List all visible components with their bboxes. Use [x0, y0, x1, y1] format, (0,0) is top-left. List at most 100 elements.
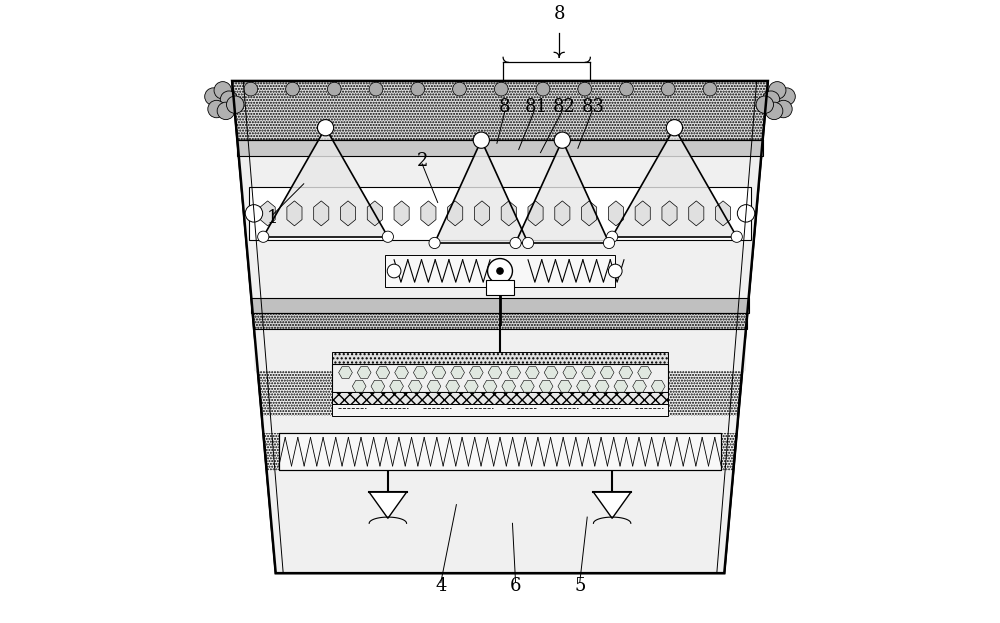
Polygon shape — [582, 366, 595, 379]
Text: 81: 81 — [525, 98, 548, 116]
Circle shape — [411, 82, 425, 96]
Polygon shape — [528, 201, 543, 226]
Circle shape — [756, 96, 773, 113]
Polygon shape — [516, 140, 609, 243]
Circle shape — [607, 231, 618, 242]
Circle shape — [217, 102, 235, 120]
Polygon shape — [651, 380, 665, 392]
Text: 8: 8 — [553, 5, 565, 22]
Circle shape — [387, 264, 401, 278]
Polygon shape — [427, 380, 441, 392]
Bar — [486, 280, 514, 295]
Polygon shape — [544, 366, 558, 379]
Polygon shape — [582, 201, 597, 226]
Circle shape — [603, 237, 615, 249]
Circle shape — [578, 82, 592, 96]
Circle shape — [737, 205, 755, 222]
Bar — [279, 433, 721, 470]
Polygon shape — [521, 380, 534, 392]
Bar — [332, 352, 668, 364]
Polygon shape — [526, 366, 539, 379]
Polygon shape — [352, 380, 366, 392]
Circle shape — [286, 82, 299, 96]
Polygon shape — [367, 201, 382, 226]
Circle shape — [775, 100, 792, 118]
Text: 5: 5 — [574, 577, 585, 594]
Polygon shape — [595, 380, 609, 392]
Polygon shape — [483, 380, 497, 392]
Polygon shape — [413, 366, 427, 379]
Circle shape — [661, 82, 675, 96]
Text: 83: 83 — [582, 98, 605, 116]
Polygon shape — [408, 380, 422, 392]
Polygon shape — [638, 366, 651, 379]
Circle shape — [214, 82, 231, 99]
Circle shape — [244, 82, 258, 96]
Polygon shape — [464, 380, 478, 392]
Bar — [332, 404, 668, 416]
Circle shape — [554, 132, 570, 148]
Polygon shape — [474, 201, 490, 226]
Polygon shape — [263, 128, 388, 237]
Polygon shape — [254, 329, 746, 371]
Polygon shape — [251, 298, 749, 313]
Bar — [332, 364, 668, 392]
Polygon shape — [395, 366, 408, 379]
Polygon shape — [469, 366, 483, 379]
Polygon shape — [446, 380, 460, 392]
Polygon shape — [394, 201, 409, 226]
Text: 6: 6 — [510, 577, 521, 594]
Polygon shape — [357, 366, 371, 379]
Polygon shape — [608, 201, 623, 226]
Circle shape — [369, 82, 383, 96]
Polygon shape — [448, 201, 463, 226]
Circle shape — [488, 259, 512, 283]
Polygon shape — [577, 380, 590, 392]
Bar — [279, 433, 721, 470]
Polygon shape — [689, 201, 704, 226]
Polygon shape — [239, 156, 761, 299]
Polygon shape — [502, 380, 516, 392]
Circle shape — [703, 82, 717, 96]
Bar — [249, 187, 751, 240]
Text: 4: 4 — [435, 577, 447, 594]
Polygon shape — [232, 81, 768, 140]
Polygon shape — [421, 201, 436, 226]
Polygon shape — [633, 380, 646, 392]
Circle shape — [522, 237, 534, 249]
Bar — [385, 255, 615, 287]
Polygon shape — [262, 416, 738, 433]
Polygon shape — [376, 366, 390, 379]
Circle shape — [608, 264, 622, 278]
Polygon shape — [501, 201, 516, 226]
Circle shape — [208, 100, 225, 118]
Polygon shape — [432, 366, 446, 379]
Polygon shape — [371, 380, 385, 392]
Polygon shape — [451, 366, 464, 379]
Polygon shape — [539, 380, 553, 392]
Circle shape — [731, 231, 742, 242]
Polygon shape — [558, 380, 572, 392]
Polygon shape — [507, 366, 521, 379]
Polygon shape — [619, 366, 633, 379]
Polygon shape — [435, 140, 528, 243]
Circle shape — [494, 82, 508, 96]
Circle shape — [317, 120, 334, 136]
Polygon shape — [390, 380, 403, 392]
Polygon shape — [369, 492, 407, 518]
Text: 2: 2 — [416, 152, 428, 169]
Circle shape — [769, 82, 786, 99]
Polygon shape — [339, 366, 352, 379]
Polygon shape — [237, 140, 763, 156]
Polygon shape — [260, 201, 275, 226]
Text: 8: 8 — [499, 98, 511, 116]
Circle shape — [258, 231, 269, 242]
Polygon shape — [232, 81, 768, 573]
Polygon shape — [563, 366, 577, 379]
Circle shape — [382, 231, 393, 242]
Circle shape — [429, 237, 440, 249]
Circle shape — [620, 82, 633, 96]
Circle shape — [220, 91, 238, 108]
Polygon shape — [488, 366, 502, 379]
Polygon shape — [635, 201, 650, 226]
